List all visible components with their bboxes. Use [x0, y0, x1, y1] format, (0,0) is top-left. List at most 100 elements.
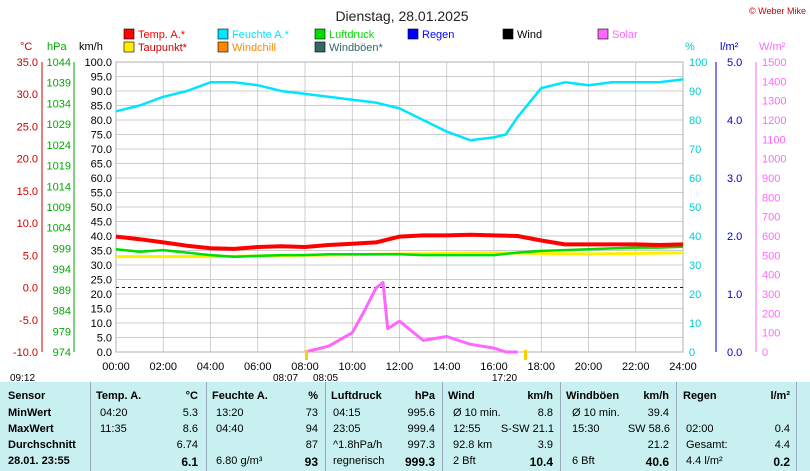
- hpa-tick: 1044: [47, 57, 71, 69]
- legend-label: Windchill: [232, 42, 276, 54]
- hpa-tick: 994: [53, 264, 71, 276]
- time-tick: 12:00: [386, 361, 414, 373]
- series-line: [304, 280, 518, 354]
- kmh-tick: 60.0: [91, 173, 112, 185]
- hpa-tick: 1029: [47, 119, 71, 131]
- pressure-value: 997.3: [407, 439, 435, 451]
- hum-value: 93: [304, 455, 318, 469]
- temp-tick: 25.0: [17, 121, 38, 133]
- gust-time: 15:30: [572, 423, 600, 435]
- time-tick: 10:00: [338, 361, 366, 373]
- weather-chart: Dienstag, 28.01.2025 © Weber Mike Temp. …: [10, 6, 806, 382]
- time-tick: 02:00: [149, 361, 177, 373]
- gust-time: Ø 10 min.: [572, 407, 620, 419]
- col-divider: [442, 382, 443, 471]
- solar-tick: 1100: [762, 134, 786, 146]
- legend-label: Wind: [517, 29, 542, 41]
- kmh-tick: 45.0: [91, 217, 112, 229]
- hpa-tick: 999: [53, 243, 71, 255]
- hum-time: 13:20: [216, 407, 244, 419]
- rain-time: 4.4 l/m²: [686, 455, 723, 467]
- legend-swatch: [217, 28, 229, 40]
- wind-value: 8.8: [537, 407, 553, 419]
- temp-tick: 20.0: [17, 154, 38, 166]
- pct-tick: 20: [689, 289, 701, 301]
- time-tick: 00:00: [102, 361, 130, 373]
- unit-pct: %: [685, 41, 695, 53]
- time-marker: 17:20: [492, 373, 517, 382]
- credit-text: © Weber Mike: [749, 6, 806, 16]
- rain-tick: 2.0: [727, 231, 742, 243]
- col-divider: [676, 382, 677, 471]
- legend-label: Temp. A.*: [138, 29, 186, 41]
- sun-marker: [524, 350, 527, 360]
- solar-tick: 1200: [762, 115, 786, 127]
- hum-value: 87: [305, 439, 318, 451]
- solar-tick: 200: [762, 308, 780, 320]
- legend-label: Regen: [422, 29, 454, 41]
- legend-swatch: [314, 41, 326, 53]
- unit-temp: °C: [20, 41, 32, 53]
- header-sensor: Sensor: [8, 390, 46, 402]
- pct-tick: 0: [689, 347, 695, 359]
- unit-rain: l/m²: [720, 41, 739, 53]
- legend-swatch: [217, 41, 229, 53]
- temp-tick: 35.0: [17, 57, 38, 69]
- sunset-marker: 08:05: [313, 373, 338, 382]
- col-divider: [560, 382, 561, 471]
- solar-tick: 1000: [762, 154, 786, 166]
- wind-dir: S-SW 21.1: [500, 423, 554, 435]
- kmh-tick: 50.0: [91, 202, 112, 214]
- temp-tick: -10.0: [13, 347, 38, 359]
- hpa-tick: 1034: [47, 98, 71, 110]
- header-rain: Regen: [683, 390, 717, 402]
- unit-kmh: km/h: [79, 41, 103, 53]
- solar-tick: 700: [762, 212, 780, 224]
- pct-tick: 100: [689, 57, 707, 69]
- pressure-time: 23:05: [333, 423, 361, 435]
- legend-label: Luftdruck: [329, 29, 375, 41]
- solar-tick: 300: [762, 289, 780, 301]
- unit-solar: W/m²: [759, 41, 786, 53]
- header-temp-unit: °C: [185, 390, 198, 402]
- time-tick: 04:00: [197, 361, 225, 373]
- time-tick: 08:00: [291, 361, 319, 373]
- legend-label: Solar: [612, 29, 638, 41]
- header-gust: Windböen: [566, 390, 620, 402]
- legend-swatch: [123, 41, 135, 53]
- header-rain-unit: l/m²: [770, 390, 790, 402]
- temp-time: 04:20: [100, 407, 128, 419]
- hum-value: 73: [305, 407, 318, 419]
- legend-label: Feuchte A.*: [232, 29, 290, 41]
- wind-value: 3.9: [537, 439, 553, 451]
- col-divider: [206, 382, 207, 471]
- temp-tick: 15.0: [17, 186, 38, 198]
- hum-time: 6.80 g/m³: [216, 455, 263, 467]
- header-gust-unit: km/h: [643, 390, 669, 402]
- kmh-tick: 70.0: [91, 144, 112, 156]
- time-tick: 18:00: [527, 361, 555, 373]
- grid: [41, 61, 757, 353]
- temp-tick: -5.0: [19, 315, 38, 327]
- wind-time: 12:55: [453, 423, 481, 435]
- kmh-tick: 85.0: [91, 101, 112, 113]
- axis-units: °C hPa km/h% l/m² W/m²: [20, 41, 786, 53]
- time-tick: 16:00: [480, 361, 508, 373]
- hpa-tick: 979: [53, 326, 71, 338]
- legend-swatch: [407, 28, 419, 40]
- kmh-tick: 35.0: [91, 246, 112, 258]
- header-hum: Feuchte A.: [212, 390, 268, 402]
- pressure-time: regnerisch: [333, 455, 385, 467]
- gust-value: 39.4: [647, 407, 669, 419]
- kmh-tick: 30.0: [91, 260, 112, 272]
- hpa-tick: 1004: [47, 223, 71, 235]
- header-pressure-unit: hPa: [414, 390, 435, 402]
- solar-tick: 500: [762, 250, 780, 262]
- row-label: MinWert: [8, 407, 52, 419]
- kmh-tick: 75.0: [91, 130, 112, 142]
- series-line: [115, 78, 684, 142]
- pct-tick: 40: [689, 231, 701, 243]
- kmh-tick: 100.0: [84, 57, 112, 69]
- hum-time: 04:40: [216, 423, 244, 435]
- kmh-tick: 5.0: [97, 333, 112, 345]
